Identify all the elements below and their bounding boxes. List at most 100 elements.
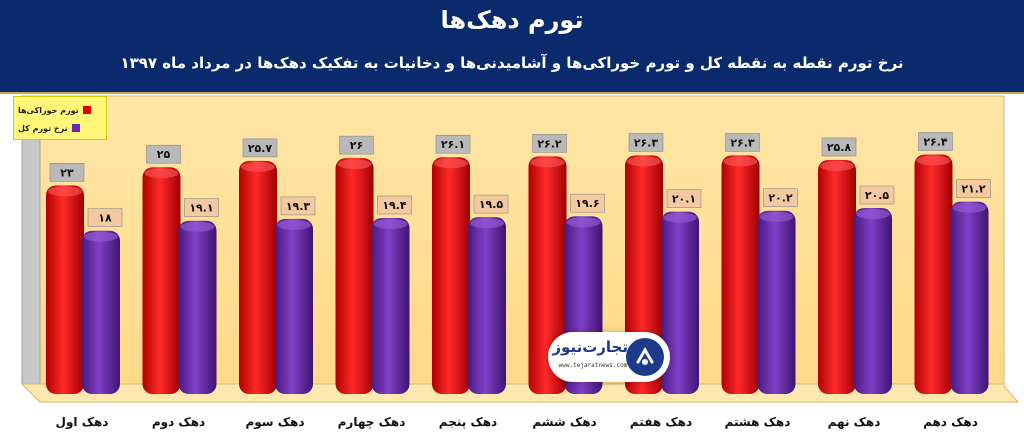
data-label-food-8: ۲۵.۸: [827, 141, 852, 154]
category-label-1: دهک دوم: [152, 415, 205, 430]
data-label-food-4: ۲۶.۱: [441, 138, 465, 151]
data-label-box-total-3: [377, 195, 412, 215]
bar-cap-total-8: [856, 209, 890, 220]
bar-cap-food-4: [434, 158, 468, 169]
bar-food-9: [914, 154, 953, 394]
data-label-box-food-0: [49, 163, 85, 182]
bar-cap-total-0: [84, 231, 118, 242]
bar-food-5: [528, 156, 567, 394]
data-label-box-food-2: [242, 138, 278, 158]
category-label-7: دهک هشتم: [725, 415, 791, 429]
legend-swatch-food: [82, 106, 91, 114]
bar-cap-total-3: [373, 219, 408, 230]
bar-cap-total-5: [566, 217, 601, 228]
chart-side-wall: [21, 94, 41, 404]
category-label-2: دهک سوم: [245, 415, 304, 430]
data-label-box-total-2: [280, 196, 316, 216]
bar-total-4: [468, 217, 506, 394]
bar-total-3: [371, 218, 410, 394]
chart-title: تورم دهک‌ها: [440, 6, 584, 34]
data-label-box-total-0: [87, 208, 123, 228]
data-label-box-total-5: [570, 193, 605, 213]
bar-total-7: [757, 210, 796, 394]
data-label-box-total-7: [763, 188, 798, 208]
category-label-4: دهک پنجم: [439, 415, 497, 429]
data-label-box-food-8: [821, 137, 857, 157]
data-label-box-food-6: [628, 133, 664, 152]
bar-cap-food-6: [627, 156, 661, 167]
data-label-food-2: ۲۵.۷: [248, 142, 273, 155]
category-label-6: دهک هفتم: [630, 415, 692, 429]
bar-cap-food-7: [723, 156, 758, 167]
chart-subtitle: نرخ تورم نقطه به نقطه کل و تورم خوراکی‌ه…: [120, 54, 904, 72]
data-label-food-3: ۲۶: [350, 139, 363, 152]
bar-total-0: [82, 230, 120, 394]
data-label-total-4: ۱۹.۵: [479, 198, 504, 211]
legend-item-total: نرخ تورم کل: [18, 121, 80, 135]
data-label-total-8: ۲۰.۵: [865, 189, 890, 202]
data-label-box-total-8: [859, 185, 895, 205]
data-label-box-food-7: [725, 133, 760, 152]
chart-header: تورم دهک‌ها نرخ تورم نقطه به نقطه کل و ت…: [0, 0, 1024, 94]
data-label-box-food-1: [146, 144, 181, 164]
data-label-food-6: ۲۶.۳: [634, 136, 659, 149]
data-label-total-6: ۲۰.۱: [672, 193, 696, 206]
data-label-food-0: ۲۳: [60, 166, 74, 179]
legend-item-food: تورم خوراکی‌ها: [18, 103, 91, 117]
data-label-box-total-1: [184, 198, 219, 218]
bar-food-2: [239, 160, 277, 394]
bar-cap-food-2: [241, 161, 275, 172]
logo-icon: [626, 338, 664, 376]
legend-label-total: نرخ تورم کل: [18, 123, 68, 133]
data-label-box-total-9: [956, 179, 991, 198]
category-label-9: دهک دهم: [923, 415, 978, 429]
bar-cap-total-6: [663, 212, 697, 223]
watermark-brand: تجارت‌نیوز: [552, 338, 628, 356]
bar-total-1: [178, 220, 217, 394]
bar-food-4: [432, 157, 470, 394]
chart-area: ۲۳ ۱۸ ۲۵ ۱۹.۱ ۲۵.۷ ۱۹.۳ ۲۶ ۱۹.۴ ۲۶.۱ ۱۹.۵ ۲۶.۲ ۱۹.۶…: [0, 94, 1024, 436]
data-label-box-food-3: [339, 135, 374, 155]
bar-cap-food-5: [530, 157, 565, 168]
category-label-5: دهک ششم: [532, 415, 596, 429]
bar-food-0: [46, 185, 84, 394]
bar-cap-total-9: [952, 202, 987, 213]
data-label-food-1: ۲۵: [157, 148, 171, 161]
bar-total-2: [275, 218, 313, 394]
legend-swatch-total: [71, 124, 80, 132]
data-label-food-9: ۲۶.۴: [923, 135, 948, 148]
watermark-logo: تجارت‌نیوز www.tejaratnews.com: [548, 332, 670, 382]
legend: تورم خوراکی‌ها نرخ تورم کل: [13, 96, 107, 140]
bar-food-3: [335, 158, 374, 394]
bar-food-1: [142, 167, 181, 394]
data-label-box-food-4: [435, 134, 471, 154]
data-label-total-7: ۲۰.۲: [768, 192, 793, 205]
bar-food-8: [818, 159, 856, 394]
bar-cap-total-4: [470, 218, 504, 229]
data-label-box-total-4: [473, 194, 509, 214]
bar-food-7: [721, 155, 760, 394]
data-label-total-3: ۱۹.۴: [382, 199, 407, 212]
data-label-box-food-5: [532, 134, 567, 153]
data-label-total-1: ۱۹.۱: [189, 202, 213, 215]
legend-label-food: تورم خوراکی‌ها: [18, 105, 79, 115]
bar-total-6: [661, 211, 699, 394]
data-label-box-food-9: [918, 132, 953, 151]
bar-cap-total-1: [180, 221, 215, 232]
data-label-total-2: ۱۹.۳: [286, 200, 311, 213]
category-label-3: دهک چهارم: [338, 415, 406, 430]
bar-cap-food-9: [916, 155, 951, 166]
data-label-total-9: ۲۱.۲: [961, 183, 986, 196]
bar-total-9: [950, 201, 989, 394]
labels-layer: ۲۳ ۱۸ ۲۵ ۱۹.۱ ۲۵.۷ ۱۹.۳ ۲۶ ۱۹.۴ ۲۶.۱ ۱۹.۵ ۲۶.۲ ۱۹.۶…: [49, 132, 991, 228]
watermark-url: www.tejaratnews.com: [558, 362, 628, 369]
data-label-total-0: ۱۸: [98, 212, 112, 225]
bar-cap-total-7: [759, 211, 794, 222]
bar-cap-total-2: [277, 219, 311, 230]
data-label-food-7: ۲۶.۳: [730, 136, 755, 149]
bar-cap-food-8: [820, 160, 854, 171]
category-label-0: دهک اول: [56, 415, 109, 430]
bar-chart: ۲۳ ۱۸ ۲۵ ۱۹.۱ ۲۵.۷ ۱۹.۳ ۲۶ ۱۹.۴ ۲۶.۱ ۱۹.۵ ۲۶.۲ ۱۹.۶…: [20, 94, 1020, 430]
bar-cap-food-1: [144, 168, 179, 179]
data-label-food-5: ۲۶.۲: [537, 137, 562, 150]
